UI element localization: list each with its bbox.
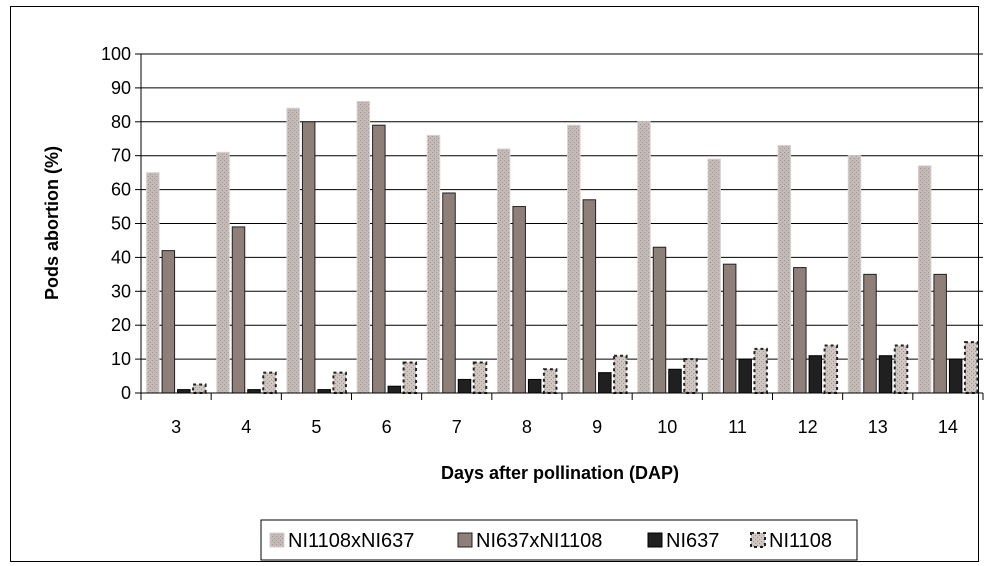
bar-ni1108xni637-3	[146, 172, 160, 394]
x-tick-label: 4	[241, 417, 251, 437]
bar-ni1108xni637-9	[567, 124, 581, 394]
bar-ni1108-4	[262, 371, 277, 395]
x-tick-label: 11	[728, 417, 747, 437]
bar-ni1108xni637-4	[216, 151, 230, 394]
x-tick-label: 8	[522, 417, 532, 437]
bar-ni1108xni637-10	[637, 121, 651, 394]
bar-ni1108-14	[963, 341, 979, 394]
legend-label-ni637xni1108: NI637xNI1108	[476, 530, 602, 552]
y-axis-title: Pods abortion (%)	[42, 146, 62, 300]
bar-ni637-11	[738, 358, 752, 394]
legend-swatch-ni1108	[750, 532, 766, 548]
bar-ni637xni1108-11	[722, 263, 737, 394]
bar-ni1108-3	[192, 383, 207, 394]
legend-label-ni1108xni637: NI1108xNI637	[288, 530, 414, 552]
bar-ni1108-8	[542, 368, 558, 394]
bar-ni637-4	[247, 389, 261, 394]
y-tick-label: 100	[101, 44, 131, 64]
x-tick-labels: 3 4 5 6 7 8 9 10 11 12 13 14	[171, 417, 958, 437]
bar-ni637-9	[598, 372, 612, 394]
bar-ni637xni1108-3	[161, 250, 176, 394]
bar-ni637-10	[668, 368, 682, 394]
y-tick-label: 40	[111, 247, 131, 267]
bar-ni637xni1108-12	[793, 267, 807, 394]
bar-ni1108-11	[753, 347, 768, 394]
legend-swatch-ni1108xni637	[269, 532, 285, 548]
bars	[146, 100, 979, 395]
bar-ni637xni1108-8	[512, 206, 526, 394]
x-tick-label: 9	[592, 417, 602, 437]
bar-ni1108xni637-11	[707, 158, 721, 394]
bar-ni1108-7	[472, 361, 488, 394]
x-tick-label: 14	[938, 417, 958, 437]
bar-ni1108-6	[402, 361, 418, 394]
bar-ni1108xni637-14	[917, 165, 932, 394]
bar-ni637-12	[808, 355, 823, 394]
bar-ni637xni1108-7	[442, 192, 456, 394]
legend-swatch-ni637xni1108	[457, 532, 473, 548]
bar-ni1108xni637-13	[847, 155, 862, 394]
bar-ni637-8	[527, 378, 542, 394]
x-axis-title: Days after pollination (DAP)	[441, 463, 679, 483]
bar-ni1108-10	[683, 358, 698, 395]
bar-ni1108xni637-8	[496, 148, 511, 394]
x-tick-label: 7	[452, 417, 462, 437]
y-tick-label: 70	[111, 146, 131, 166]
x-tick-label: 3	[171, 417, 181, 437]
y-tick-label: 50	[111, 214, 131, 234]
x-tick-label: 5	[311, 417, 321, 437]
legend-swatch-ni637	[647, 532, 663, 548]
y-tick-label: 80	[111, 112, 131, 132]
x-tick-label: 6	[382, 417, 392, 437]
y-tick-label: 10	[111, 349, 131, 369]
bar-ni637xni1108-4	[231, 226, 246, 394]
bar-ni637xni1108-6	[372, 124, 386, 394]
y-tick-label: 30	[111, 281, 131, 301]
bar-ni637-3	[177, 389, 191, 394]
bar-ni1108-5	[332, 371, 347, 395]
bar-ni1108xni637-7	[426, 134, 441, 394]
bar-ni637-6	[387, 385, 402, 394]
y-tick-label: 90	[111, 78, 131, 98]
gridlines	[141, 53, 983, 360]
bar-ni1108-9	[613, 354, 628, 394]
bar-ni637xni1108-5	[301, 121, 316, 394]
legend-label-ni637: NI637	[666, 530, 719, 552]
bar-ni637xni1108-10	[652, 246, 667, 394]
bar-ni637xni1108-14	[933, 273, 947, 394]
bar-ni1108xni637-5	[286, 107, 300, 394]
bar-ni637-5	[317, 389, 331, 394]
bar-ni637xni1108-9	[582, 199, 597, 394]
bar-ni637xni1108-13	[863, 273, 877, 394]
x-tick-label: 13	[868, 417, 888, 437]
bar-ni1108-13	[893, 344, 909, 395]
legend-label-ni1108: NI1108	[769, 530, 832, 552]
bar-ni1108xni637-6	[356, 100, 371, 394]
x-tick-label: 12	[798, 417, 818, 437]
bar-ni637-13	[878, 355, 893, 394]
y-tick-label: 0	[121, 383, 131, 403]
bar-ni1108xni637-12	[777, 145, 792, 394]
bar-ni637-7	[457, 378, 472, 394]
axes	[135, 53, 984, 400]
y-tick-labels: 0 10 20 30 40 50 60 70 80 90 100	[101, 44, 131, 403]
legend: NI1108xNI637 NI637xNI1108 NI637 NI1108	[260, 519, 858, 561]
y-tick-label: 60	[111, 180, 131, 200]
bar-ni1108-12	[823, 344, 839, 395]
bar-ni637-14	[948, 358, 963, 394]
x-tick-label: 10	[657, 417, 677, 437]
y-tick-label: 20	[111, 315, 131, 335]
